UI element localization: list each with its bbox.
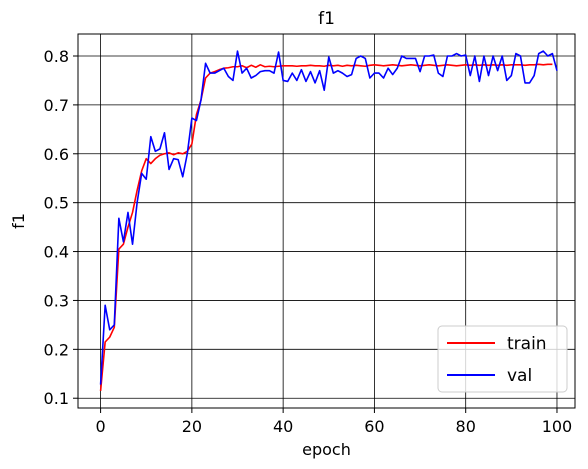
- x-axis-ticks: 0 20 40 60 80 100: [95, 408, 572, 436]
- legend: train val: [437, 325, 568, 393]
- y-tick-label: 0.3: [44, 291, 69, 310]
- y-tick-label: 0.8: [44, 47, 69, 66]
- x-tick-label: 0: [95, 417, 105, 436]
- legend-label-val: val: [507, 366, 532, 386]
- y-tick-label: 0.7: [44, 96, 69, 115]
- x-tick-label: 80: [456, 417, 476, 436]
- x-tick-label: 60: [364, 417, 384, 436]
- y-axis-ticks: 0.1 0.2 0.3 0.4 0.5 0.6 0.7 0.8: [44, 47, 78, 408]
- legend-label-train: train: [507, 334, 547, 354]
- chart-title: f1: [318, 9, 335, 29]
- plot-frame: [77, 33, 576, 409]
- y-axis-label: f1: [9, 213, 28, 229]
- y-tick-label: 0.5: [44, 194, 69, 213]
- y-tick-label: 0.6: [44, 145, 69, 164]
- series-lines: [99, 50, 558, 391]
- grid: [78, 34, 575, 408]
- x-axis-label: epoch: [302, 440, 351, 459]
- series-line-val: [99, 50, 558, 385]
- legend-box: [437, 325, 568, 393]
- x-tick-label: 100: [542, 417, 573, 436]
- x-tick-label: 40: [273, 417, 293, 436]
- y-tick-label: 0.2: [44, 340, 69, 359]
- x-tick-label: 20: [182, 417, 202, 436]
- y-tick-label: 0.1: [44, 389, 69, 408]
- y-tick-label: 0.4: [44, 243, 69, 262]
